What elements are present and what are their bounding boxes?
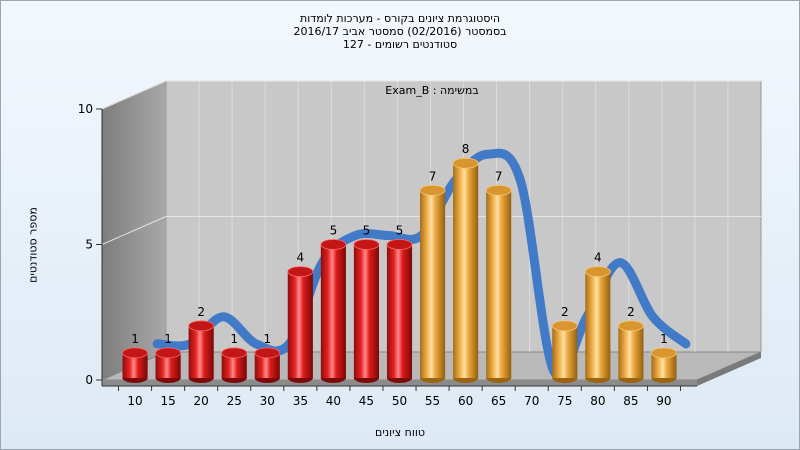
x-tick-label: 30 <box>260 394 275 408</box>
bar <box>551 320 578 383</box>
bar-value-label: 5 <box>330 224 338 238</box>
bar-body <box>320 244 346 378</box>
bar-top <box>452 157 479 169</box>
bar-body <box>552 325 578 378</box>
bar-top <box>485 184 512 196</box>
bar <box>386 239 413 383</box>
bar-value-label: 1 <box>263 332 271 346</box>
x-axis-label: טווח ציונים <box>375 426 425 439</box>
bar-value-label: 4 <box>594 251 602 265</box>
x-tick-label: 90 <box>656 394 671 408</box>
bar <box>617 320 644 383</box>
bar-body <box>188 325 214 378</box>
bar-top <box>320 239 347 250</box>
grid-line-side <box>101 216 167 245</box>
x-tick-label: 15 <box>160 394 175 408</box>
x-tick-label: 45 <box>359 394 374 408</box>
floor-edge-side <box>697 352 761 386</box>
y-tick-label: 10 <box>78 102 93 116</box>
bar-body <box>287 271 313 378</box>
grid-line-side <box>101 80 167 110</box>
bar <box>188 320 215 383</box>
chart-title-line-2: בסמסטר (02/2016) סמסטר אביב 2016/17 <box>293 25 507 38</box>
bar <box>452 157 479 383</box>
chart-title-line-3: סטודנטים רשומים - 127 <box>342 38 458 51</box>
bar-top <box>551 320 578 332</box>
bar-body <box>618 325 644 378</box>
bar <box>221 347 248 383</box>
bar-value-label: 5 <box>396 224 404 238</box>
bar <box>353 239 380 383</box>
bar-top <box>221 347 248 359</box>
x-tick-label: 25 <box>227 394 242 408</box>
x-tick-label: 75 <box>557 394 572 408</box>
bar-top <box>386 239 413 250</box>
bar-value-label: 1 <box>164 332 172 346</box>
x-tick-label: 85 <box>623 394 638 408</box>
y-tick-label: 5 <box>85 238 93 252</box>
bar-top <box>584 266 611 278</box>
bar-value-label: 8 <box>462 142 470 156</box>
x-tick-label: 70 <box>524 394 539 408</box>
bar-value-label: 2 <box>627 305 635 319</box>
bar-top <box>254 347 281 359</box>
x-tick-label: 50 <box>392 394 407 408</box>
bar-top <box>617 320 644 332</box>
bar-value-label: 7 <box>495 169 503 183</box>
x-tick-label: 40 <box>326 394 341 408</box>
bar <box>650 347 677 383</box>
x-tick-label: 65 <box>491 394 506 408</box>
bar-value-label: 2 <box>561 305 569 319</box>
bar <box>287 266 314 383</box>
bar-value-label: 7 <box>429 169 437 183</box>
bar-body <box>486 190 512 378</box>
bar-top <box>650 347 677 359</box>
bar-top <box>122 347 149 359</box>
x-tick-label: 20 <box>194 394 209 408</box>
y-axis-label: מספר סטודנטים <box>26 207 40 283</box>
bar <box>485 184 512 383</box>
bar-body <box>419 190 446 378</box>
chart-annotation: Exam_B : במשימה <box>385 84 478 97</box>
bar-value-label: 2 <box>197 305 205 319</box>
bar <box>419 184 446 383</box>
bar-body <box>453 163 479 378</box>
bar-value-label: 1 <box>131 332 139 346</box>
bar-top <box>287 266 314 278</box>
bar <box>155 347 182 383</box>
bar-top <box>188 320 215 332</box>
chart-title-line-1: היסטוגרמת ציונים בקורס - מערכות לומדות <box>299 12 501 25</box>
bar <box>320 239 347 383</box>
x-tick-label: 10 <box>127 394 142 408</box>
y-tick-label: 0 <box>85 373 93 387</box>
bar-body <box>353 244 380 378</box>
x-tick-label: 80 <box>590 394 605 408</box>
bar <box>122 347 149 383</box>
bar-body <box>386 244 413 378</box>
bar <box>254 347 281 383</box>
x-tick-label: 60 <box>458 394 473 408</box>
bar-top <box>353 239 380 250</box>
bar-body <box>585 271 611 378</box>
x-tick-label: 55 <box>425 394 440 408</box>
bar-top <box>419 184 446 196</box>
bar-value-label: 1 <box>660 332 668 346</box>
bar-top <box>155 347 182 359</box>
bar-value-label: 4 <box>297 251 305 265</box>
bar-value-label: 1 <box>230 332 238 346</box>
x-tick-label: 35 <box>293 394 308 408</box>
bar <box>584 266 611 383</box>
bar-value-label: 5 <box>363 224 371 238</box>
